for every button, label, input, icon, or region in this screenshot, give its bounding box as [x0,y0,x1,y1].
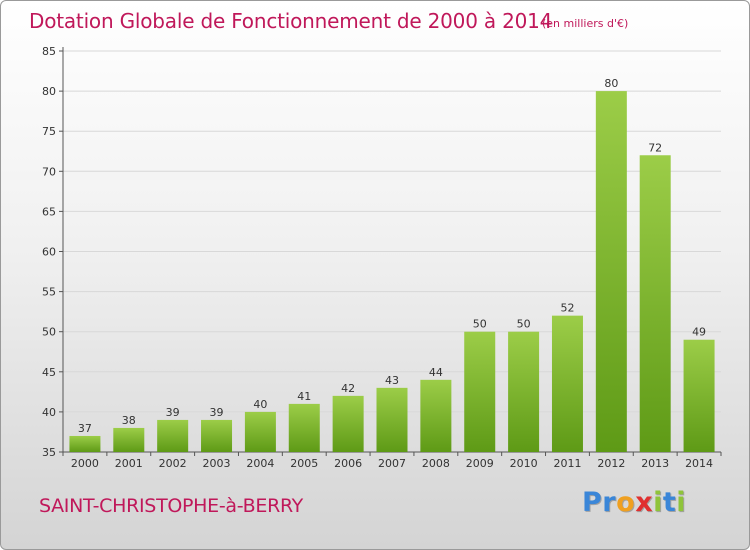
y-tick-label: 60 [42,246,56,259]
data-label: 40 [253,398,267,411]
proxiti-logo: Proxiti [582,487,686,518]
y-tick-label: 45 [42,366,56,379]
x-tick-label: 2003 [203,457,231,470]
bars [69,91,715,452]
bar [157,419,189,452]
x-tick-label: 2007 [378,457,406,470]
bar [376,387,408,452]
x-tick-label: 2012 [597,457,625,470]
bar [683,339,715,452]
data-label: 39 [210,406,224,419]
data-label: 80 [604,77,618,90]
y-tick-label: 35 [42,446,56,459]
bar [113,427,145,452]
bar [551,315,583,452]
logo-letter: P [582,487,603,518]
data-label: 50 [517,318,531,331]
chart-unit: (en milliers d'€) [542,17,629,30]
y-tick-label: 65 [42,205,56,218]
x-tick-label: 2011 [553,457,581,470]
x-tick-label: 2006 [334,457,362,470]
logo-letter: o [616,487,636,518]
labels: 35 40 45 50 55 60 65 70 75 80 85 2000 37 2001 38 2002 39… [42,45,713,470]
logo-letter: t [662,487,677,518]
x-tick-label: 2010 [510,457,538,470]
data-label: 37 [78,422,92,435]
bar [508,331,540,452]
logo-letter: i [653,487,663,518]
y-tick-label: 70 [42,165,56,178]
chart-title: Dotation Globale de Fonctionnement de 20… [29,9,553,33]
x-tick-label: 2005 [290,457,318,470]
x-tick-label: 2013 [641,457,669,470]
logo-letter: x [635,487,654,518]
y-tick-label: 80 [42,85,56,98]
bar [201,419,233,452]
x-tick-label: 2002 [159,457,187,470]
x-tick-label: 2009 [466,457,494,470]
x-tick-label: 2001 [115,457,143,470]
bar [288,403,320,452]
y-tick-label: 75 [42,125,56,138]
y-tick-label: 55 [42,286,56,299]
bar [332,395,364,452]
x-tick-label: 2000 [71,457,99,470]
bar [420,379,452,452]
commune-name: SAINT-CHRISTOPHE-à-BERRY [39,495,303,517]
data-label: 44 [429,366,443,379]
y-tick-label: 40 [42,406,56,419]
data-label: 72 [648,141,662,154]
data-label: 43 [385,374,399,387]
bar [595,91,627,452]
y-tick-label: 50 [42,326,56,339]
data-label: 41 [297,390,311,403]
data-label: 49 [692,326,706,339]
bar [464,331,496,452]
data-label: 38 [122,414,136,427]
data-label: 52 [560,302,574,315]
logo-letter: r [602,487,617,518]
bar [639,155,671,452]
bar [244,411,276,452]
x-tick-label: 2014 [685,457,713,470]
bar [69,435,101,452]
logo-letter: i [676,487,687,518]
data-label: 42 [341,382,355,395]
y-tick-label: 85 [42,45,56,58]
x-tick-label: 2004 [246,457,274,470]
data-label: 50 [473,318,487,331]
x-tick-label: 2008 [422,457,450,470]
data-label: 39 [166,406,180,419]
